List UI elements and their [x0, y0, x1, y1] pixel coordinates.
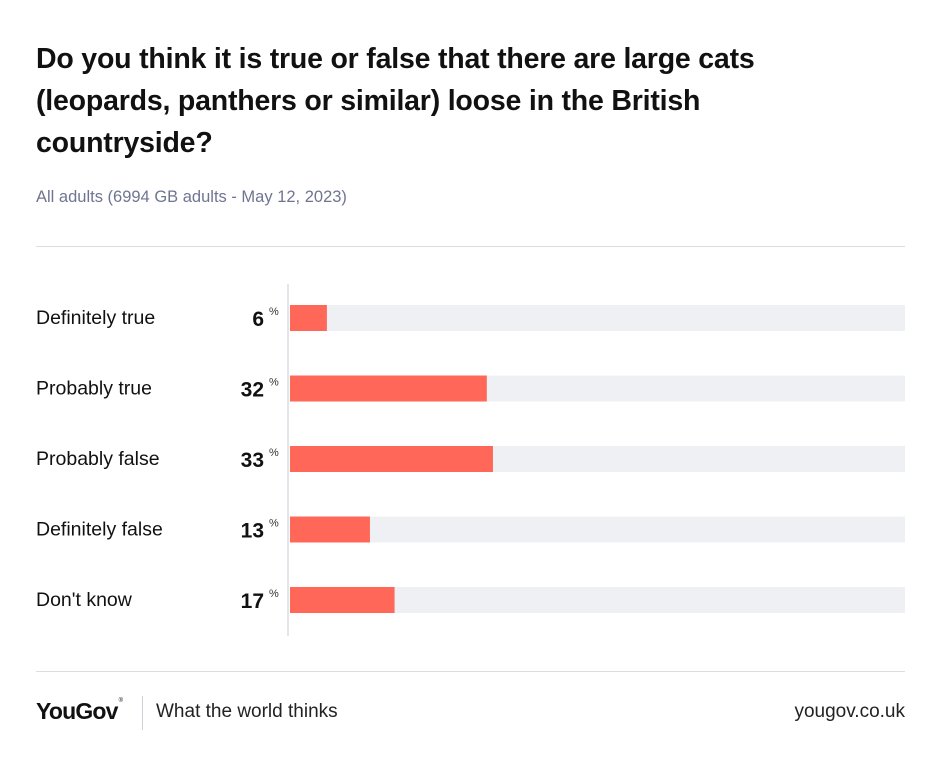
unit-label-probably-false: % [269, 447, 279, 459]
chart-axis-line [287, 284, 289, 636]
top-divider [36, 246, 905, 247]
unit-label-don-t-know: % [269, 588, 279, 600]
bar-don-t-know [290, 587, 395, 613]
footer: YouGov® What the world thinks yougov.co.… [36, 696, 905, 730]
value-label-probably-true: 32 [241, 379, 264, 402]
yougov-logo[interactable]: YouGov® [36, 698, 123, 725]
bar-track-definitely-false [290, 516, 905, 543]
category-label-definitely-false: Definitely false [36, 519, 163, 541]
tagline: What the world thinks [156, 701, 338, 722]
logo-text: YouGov [36, 698, 118, 724]
value-label-don-t-know: 17 [241, 590, 264, 613]
footer-divider [142, 696, 143, 730]
category-label-probably-false: Probably false [36, 448, 160, 470]
value-label-definitely-true: 6 [252, 308, 264, 331]
bar-probably-false [290, 446, 493, 472]
category-label-don-t-know: Don't know [36, 589, 133, 611]
unit-label-definitely-false: % [269, 518, 279, 530]
chart-subtitle: All adults (6994 GB adults - May 12, 202… [36, 188, 347, 206]
bottom-divider [36, 671, 905, 672]
category-label-probably-true: Probably true [36, 378, 152, 400]
bar-definitely-false [290, 516, 370, 543]
chart-title: Do you think it is true or false that th… [36, 43, 755, 159]
category-label-definitely-true: Definitely true [36, 307, 155, 329]
bar-probably-true [290, 375, 487, 402]
unit-label-probably-true: % [269, 377, 279, 389]
bar-track-definitely-true [290, 305, 905, 331]
logo-registered-mark: ® [118, 698, 123, 704]
bar-definitely-true [290, 305, 327, 331]
value-label-probably-false: 33 [241, 449, 264, 472]
site-link[interactable]: yougov.co.uk [794, 701, 905, 722]
unit-label-definitely-true: % [269, 306, 279, 318]
value-label-definitely-false: 13 [241, 520, 264, 543]
